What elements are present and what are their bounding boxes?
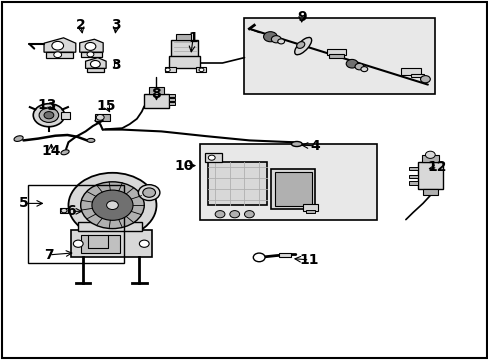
Bar [408, 167, 417, 170]
Circle shape [354, 63, 363, 70]
Polygon shape [46, 52, 73, 58]
Bar [274, 172, 311, 206]
Text: 5: 5 [19, 197, 28, 210]
Circle shape [92, 190, 133, 220]
Bar [61, 112, 70, 119]
Text: 1: 1 [188, 31, 198, 45]
Circle shape [425, 151, 434, 158]
Bar [408, 175, 417, 178]
Bar [78, 222, 142, 231]
Bar [28, 185, 123, 263]
Polygon shape [85, 58, 106, 68]
Bar [408, 181, 417, 185]
Text: 13: 13 [38, 98, 57, 112]
Circle shape [244, 211, 254, 218]
Text: 6: 6 [66, 204, 76, 218]
Text: 4: 4 [310, 139, 320, 153]
Bar [305, 210, 315, 213]
Ellipse shape [294, 37, 311, 55]
Bar [149, 87, 163, 94]
Bar [205, 153, 222, 162]
Ellipse shape [14, 136, 23, 141]
Text: 9: 9 [296, 10, 306, 24]
Circle shape [87, 52, 94, 57]
Circle shape [44, 112, 54, 119]
Text: 10: 10 [174, 159, 194, 172]
Circle shape [139, 240, 149, 247]
Bar [410, 74, 424, 77]
Bar [303, 204, 317, 211]
Bar [244, 18, 434, 94]
Circle shape [81, 182, 144, 229]
Bar [164, 67, 175, 72]
Circle shape [346, 59, 357, 68]
Circle shape [253, 253, 264, 262]
Bar [207, 162, 266, 205]
Ellipse shape [61, 150, 69, 155]
Ellipse shape [87, 139, 95, 142]
Circle shape [360, 67, 367, 72]
Circle shape [199, 68, 203, 72]
Circle shape [96, 114, 104, 120]
Circle shape [263, 32, 277, 42]
Bar [171, 40, 198, 58]
Circle shape [68, 173, 156, 238]
Bar [168, 94, 174, 97]
Text: 11: 11 [299, 253, 319, 267]
Bar [144, 94, 168, 108]
Bar [195, 67, 206, 72]
Polygon shape [81, 52, 102, 57]
Polygon shape [44, 38, 76, 52]
Text: 15: 15 [97, 99, 116, 113]
Bar [60, 208, 68, 213]
Bar [176, 34, 190, 40]
Ellipse shape [296, 42, 304, 48]
Circle shape [33, 104, 64, 127]
Bar [271, 169, 315, 209]
Circle shape [90, 60, 100, 68]
Circle shape [142, 188, 155, 197]
Bar [168, 102, 174, 105]
Ellipse shape [291, 141, 302, 147]
Bar [417, 162, 442, 189]
Bar [400, 68, 420, 75]
Circle shape [165, 68, 170, 72]
Circle shape [54, 52, 61, 58]
Circle shape [52, 41, 63, 50]
Circle shape [73, 240, 83, 247]
Circle shape [277, 39, 284, 44]
Circle shape [215, 211, 224, 218]
Bar [328, 54, 343, 58]
Circle shape [229, 211, 239, 218]
Circle shape [61, 208, 67, 213]
Bar [71, 230, 151, 257]
Text: 7: 7 [44, 248, 54, 262]
Circle shape [420, 76, 429, 83]
Text: 3: 3 [111, 18, 121, 32]
Bar [278, 253, 290, 257]
Text: 14: 14 [41, 144, 61, 158]
Circle shape [208, 155, 215, 160]
Bar [168, 98, 174, 101]
Text: 2: 2 [76, 18, 85, 32]
Text: 12: 12 [427, 161, 447, 174]
Circle shape [39, 108, 59, 122]
Bar [421, 155, 438, 162]
Circle shape [85, 42, 96, 50]
Bar [81, 235, 120, 253]
Polygon shape [80, 39, 103, 52]
Bar [326, 49, 346, 55]
Bar [95, 114, 110, 121]
Text: 8: 8 [151, 87, 161, 100]
Bar [168, 56, 200, 68]
Bar [200, 144, 376, 220]
Polygon shape [87, 68, 104, 72]
Circle shape [138, 185, 160, 201]
Text: 3: 3 [111, 58, 121, 72]
Bar [422, 189, 437, 195]
Circle shape [271, 36, 281, 43]
Circle shape [106, 201, 118, 210]
